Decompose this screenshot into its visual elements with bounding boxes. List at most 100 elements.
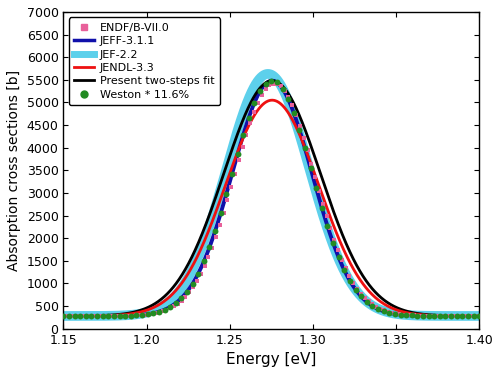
Point (380, 307, 388, 313)
Point (266, 82, 274, 88)
Point (242, 132, 250, 138)
Point (364, 298, 372, 304)
Point (109, 313, 117, 319)
Point (322, 214, 330, 220)
Point (222, 191, 230, 197)
Point (268, 78, 276, 84)
Point (304, 147, 312, 153)
Point (193, 278, 201, 284)
Point (470, 313, 478, 319)
Point (194, 270, 202, 276)
Point (262, 86, 270, 92)
Point (113, 313, 121, 319)
Point (105, 313, 113, 319)
Point (395, 311, 403, 317)
Point (183, 289, 191, 295)
Point (256, 88, 264, 94)
Point (399, 312, 407, 318)
Point (158, 309, 166, 315)
Point (144, 311, 152, 317)
Point (290, 110, 298, 116)
Point (147, 311, 155, 317)
Point (160, 307, 168, 313)
Point (312, 185, 320, 191)
Point (284, 96, 292, 102)
Point (234, 151, 241, 157)
Point (120, 313, 128, 319)
Point (360, 295, 368, 301)
Point (458, 313, 466, 319)
Point (60, 313, 68, 319)
Point (227, 184, 235, 190)
Point (472, 313, 480, 319)
Point (132, 312, 140, 318)
Point (88, 313, 96, 319)
Point (392, 310, 400, 316)
Point (448, 313, 456, 319)
Point (388, 310, 396, 316)
Point (334, 254, 342, 260)
Point (433, 313, 441, 319)
Point (235, 157, 243, 163)
Legend: ENDF/B-VII.0, JEFF-3.1.1, JEF-2.2, JENDL-3.3, Present two-steps fit, Weston * 11: ENDF/B-VII.0, JEFF-3.1.1, JEF-2.2, JENDL… (69, 18, 220, 105)
Point (196, 271, 204, 277)
Point (250, 109, 258, 115)
Point (150, 310, 158, 316)
Point (250, 100, 258, 106)
Point (170, 303, 178, 309)
Point (136, 312, 143, 318)
Point (273, 79, 281, 85)
Point (110, 313, 118, 319)
Point (277, 83, 285, 89)
Point (464, 313, 472, 319)
Point (204, 254, 212, 260)
Point (151, 310, 159, 316)
Point (154, 310, 162, 316)
Point (306, 165, 314, 171)
Point (200, 258, 208, 264)
Point (65, 313, 73, 319)
Point (178, 298, 186, 304)
Point (166, 304, 174, 310)
Point (402, 312, 410, 318)
Point (430, 313, 438, 319)
Point (422, 313, 430, 319)
Point (245, 114, 253, 120)
Point (86, 313, 94, 319)
Point (436, 313, 444, 319)
Point (426, 313, 434, 319)
Point (90, 313, 98, 319)
Point (330, 237, 338, 243)
Point (124, 313, 132, 319)
Point (70, 313, 78, 319)
Point (311, 174, 319, 180)
Point (280, 88, 288, 94)
Point (93, 313, 101, 319)
Point (350, 280, 358, 286)
Point (292, 112, 300, 118)
Point (63, 313, 71, 319)
Point (67, 313, 75, 319)
Point (128, 313, 136, 319)
Point (315, 187, 323, 193)
Y-axis label: Absorption cross sections [b]: Absorption cross sections [b] (7, 70, 21, 271)
Point (182, 294, 190, 300)
Point (189, 284, 197, 290)
Point (464, 313, 471, 319)
Point (372, 304, 380, 310)
Point (308, 161, 316, 167)
Point (419, 313, 427, 319)
Point (437, 313, 445, 319)
Point (231, 171, 239, 177)
Point (211, 228, 219, 234)
X-axis label: Energy [eV]: Energy [eV] (226, 352, 316, 367)
Point (216, 223, 224, 229)
Point (269, 80, 277, 86)
Point (116, 313, 124, 319)
Point (452, 313, 460, 319)
Point (284, 94, 292, 100)
Point (363, 299, 371, 305)
Point (329, 240, 337, 246)
Point (220, 210, 228, 216)
Point (430, 313, 438, 319)
